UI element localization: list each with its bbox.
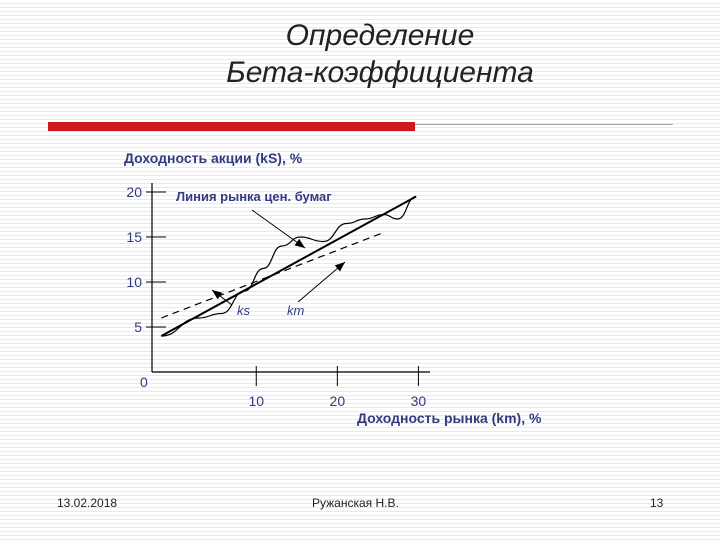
x-axis-label: Доходность рынка (km), % [357,410,542,426]
y-tick-label-10: 10 [126,274,142,290]
arrow-sml [251,209,306,249]
arrow-km [297,261,346,303]
slide-title-line-2: Бета-коэффициента [226,56,534,89]
km-label: km [287,303,305,318]
y-axis-label: Доходность акции (kS), % [124,150,303,166]
footer-author: Ружанская Н.В. [312,496,399,510]
title-accent-bar [48,122,415,131]
series-group [160,195,417,337]
arrow-ks-head [212,290,223,300]
series-dashed-line [161,231,384,319]
arrow-km-head [334,262,345,272]
x-tick-label-10: 10 [248,393,264,409]
arrows-group [211,209,346,306]
origin-label: 0 [140,374,148,390]
sml-label: Линия рынка цен. бумаг [176,189,332,204]
title-divider-line [415,124,673,125]
y-ticks-group: 5 10 15 20 [126,184,166,335]
footer-date: 13.02.2018 [57,496,118,510]
x-tick-label-30: 30 [411,393,427,409]
x-ticks-group: 10 20 30 [248,366,426,409]
series-solid-line [160,195,417,337]
arrow-sml-head [294,238,305,248]
slide-title-line-1: Определение [285,19,475,52]
y-tick-label-5: 5 [134,319,142,335]
x-tick-label-20: 20 [330,393,346,409]
ks-label: ks [237,303,251,318]
y-tick-label-15: 15 [126,229,142,245]
series-wavy-line [161,195,417,337]
footer-page-number: 13 [650,496,664,510]
y-tick-label-20: 20 [126,184,142,200]
